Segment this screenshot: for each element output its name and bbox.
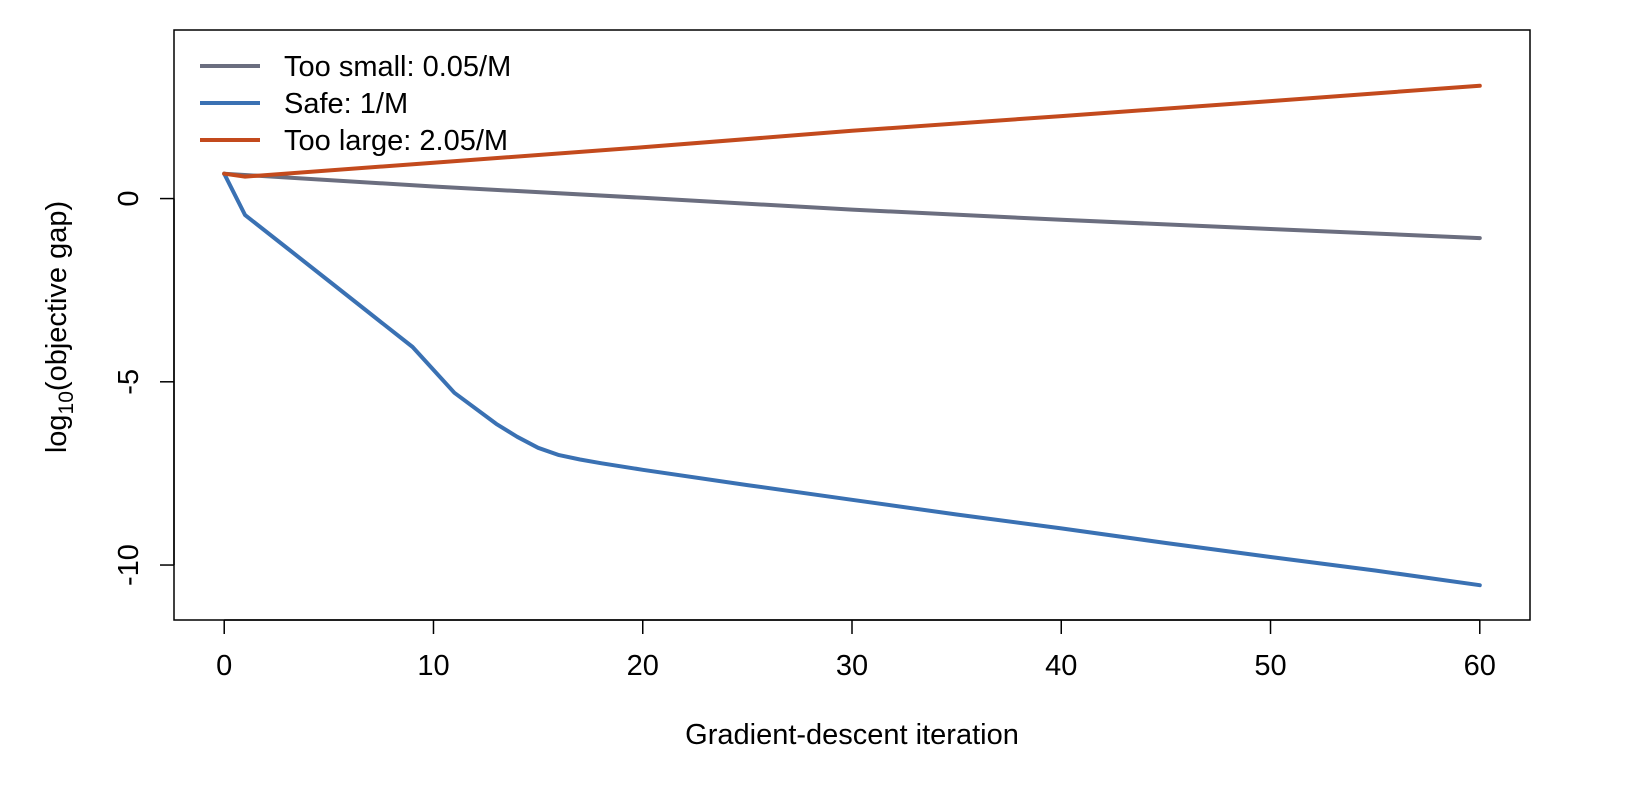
y-axis-title: log10(objective gap)	[41, 201, 78, 453]
legend-label-3: Too large: 2.05/M	[284, 125, 508, 157]
y-tick-label: -10	[113, 544, 145, 586]
legend: Too small: 0.05/M Safe: 1/M Too large: 2.0…	[200, 51, 511, 157]
y-tick-label: -5	[113, 369, 145, 395]
y-axis-title-suffix: (objective gap)	[41, 201, 73, 391]
x-tick-label: 50	[1254, 650, 1286, 682]
series-line-2	[222, 171, 1482, 588]
x-axis-title: Gradient-descent iteration	[685, 719, 1019, 751]
x-tick-label: 0	[216, 650, 232, 682]
x-tick-label: 20	[627, 650, 659, 682]
legend-label-2: Safe: 1/M	[284, 88, 408, 120]
series-line-3	[222, 83, 1482, 179]
legend-label-1: Too small: 0.05/M	[284, 51, 511, 83]
y-axis-title-subscript: 10	[55, 391, 78, 414]
x-tick-label: 30	[836, 650, 868, 682]
x-tick-label: 10	[417, 650, 449, 682]
x-axis: 0 10 20 30 40 50 60	[216, 619, 1496, 682]
x-tick-label: 40	[1045, 650, 1077, 682]
y-axis: 0 -5 -10	[113, 191, 175, 586]
series-line-1	[222, 171, 1482, 241]
series-group	[222, 83, 1482, 588]
y-tick-label: 0	[113, 191, 145, 207]
x-tick-label: 60	[1464, 650, 1496, 682]
y-axis-title-prefix: log	[41, 414, 73, 453]
